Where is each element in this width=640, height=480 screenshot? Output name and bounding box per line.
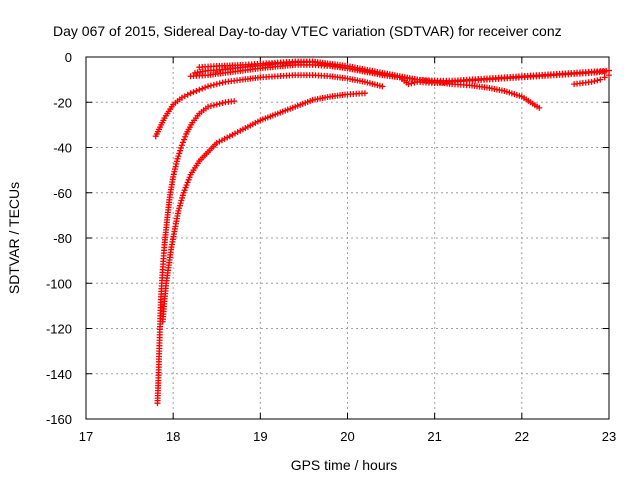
y-tick-label: -60	[53, 186, 72, 201]
data-point-marker	[405, 81, 412, 88]
x-tick-label: 17	[79, 429, 93, 444]
data-point-marker	[210, 102, 217, 109]
data-point-marker	[187, 90, 194, 97]
series-arc-7	[571, 72, 612, 88]
x-tick-label: 22	[515, 429, 529, 444]
data-point-marker	[536, 104, 543, 111]
data-point-marker	[213, 81, 220, 88]
data-point-marker	[411, 79, 418, 86]
y-axis-label: SDTVAR / TECUs	[6, 182, 22, 294]
data-point-marker	[597, 76, 604, 83]
x-axis-label: GPS time / hours	[291, 457, 398, 473]
y-tick-label: -20	[53, 95, 72, 110]
series-arc-3	[159, 90, 368, 325]
y-tick-label: -100	[46, 276, 72, 291]
data-point-marker	[181, 136, 188, 143]
grid	[86, 57, 609, 419]
data-point-marker	[178, 144, 185, 151]
data-point-marker	[594, 77, 601, 84]
data-point-marker	[601, 68, 608, 75]
data-point-marker	[213, 101, 220, 108]
x-tick-label: 23	[602, 429, 616, 444]
data-point-marker	[177, 147, 184, 154]
chart-title: Day 067 of 2015, Sidereal Day-to-day VTE…	[53, 23, 562, 39]
y-tick-label: -120	[46, 322, 72, 337]
data-point-marker	[202, 84, 209, 91]
data-point-marker	[210, 81, 217, 88]
data-point-marker	[606, 72, 612, 79]
data-point-marker	[207, 82, 214, 89]
y-tick-label: -160	[46, 412, 72, 427]
data-point-marker	[182, 133, 189, 140]
data-point-marker	[193, 87, 200, 94]
data-point-marker	[205, 83, 212, 90]
series-arc-2	[152, 72, 386, 140]
y-tick-labels: 0 -20 -40 -60 -80 -100 -120 -140 -160	[46, 50, 72, 427]
x-tick-label: 20	[340, 429, 354, 444]
data-point-marker	[216, 100, 223, 107]
data-point-marker	[601, 74, 608, 81]
data-point-marker	[231, 98, 238, 105]
series-arc-6	[191, 58, 608, 88]
data-point-marker	[219, 79, 226, 86]
data-point-marker	[179, 139, 186, 146]
data-point-marker	[175, 153, 182, 160]
axis-ticks	[85, 56, 610, 420]
data-point-marker	[379, 83, 386, 90]
x-tick-label: 18	[166, 429, 180, 444]
y-tick-label: -140	[46, 367, 72, 382]
data-point-marker	[174, 155, 181, 162]
data-point-marker	[199, 85, 206, 92]
data-series	[152, 58, 612, 407]
data-point-marker	[408, 80, 415, 87]
data-point-marker	[196, 86, 203, 93]
x-tick-labels: 17 18 19 20 21 22 23	[79, 429, 616, 444]
y-tick-label: 0	[65, 50, 72, 65]
data-point-marker	[190, 89, 197, 96]
data-point-marker	[588, 78, 595, 85]
series-arc-1	[154, 98, 238, 407]
x-tick-label: 19	[253, 429, 267, 444]
data-point-marker	[591, 78, 598, 85]
data-point-marker	[216, 80, 223, 87]
data-point-marker	[176, 150, 183, 157]
data-point-marker	[207, 103, 214, 110]
data-point-marker	[178, 142, 185, 149]
data-point-marker	[361, 90, 368, 97]
y-tick-label: -80	[53, 231, 72, 246]
data-point-marker	[219, 100, 226, 107]
data-point-marker	[205, 103, 212, 110]
x-tick-label: 21	[427, 429, 441, 444]
y-tick-label: -40	[53, 141, 72, 156]
